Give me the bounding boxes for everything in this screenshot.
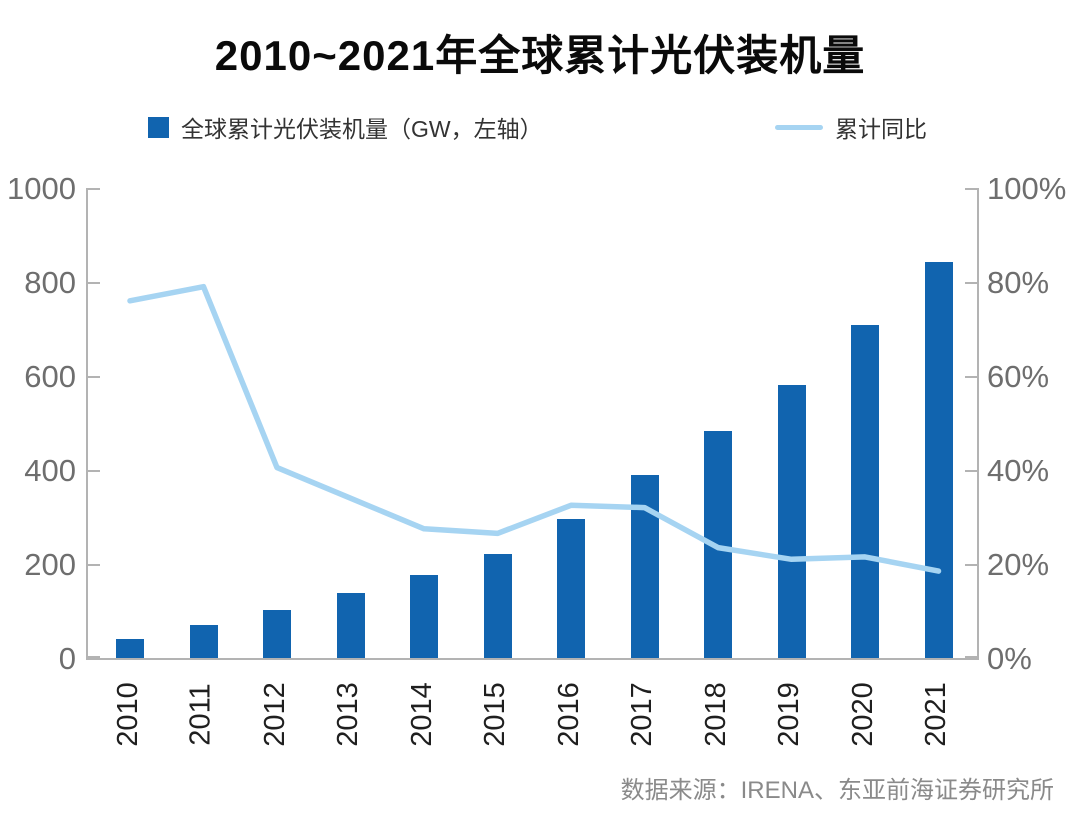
tick-left-mark: [88, 564, 100, 566]
x-tick-label-2016: 2016: [552, 664, 586, 764]
y-left-tick-label: 200: [24, 547, 76, 582]
x-tick-label-2012: 2012: [258, 664, 292, 764]
x-tick-label-text: 2020: [846, 681, 879, 747]
line-swatch-icon: [775, 124, 823, 130]
y-right-tick-label: 80%: [987, 265, 1050, 300]
x-tick-label-text: 2014: [405, 681, 438, 747]
tick-left-mark: [88, 470, 100, 472]
bar-2020: [851, 325, 879, 658]
bar-swatch-icon: [148, 116, 169, 138]
tick-right-mark: [965, 470, 977, 472]
y-left-tick-label: 1000: [7, 171, 76, 206]
y-left-tick-label: 600: [24, 359, 76, 394]
y-right-tick-label: 20%: [987, 547, 1050, 582]
tick-right-mark: [965, 564, 977, 566]
x-tick-label-2010: 2010: [111, 664, 145, 764]
plot-area: [86, 188, 979, 660]
legend-item-installed: 全球累计光伏装机量（GW，左轴）: [148, 110, 543, 144]
y-axis-right-labels: 100% 80% 60% 40% 20% 0%: [987, 173, 1079, 688]
legend-yoy-label: 累计同比: [835, 116, 927, 142]
x-tick-label-text: 2012: [258, 681, 291, 747]
x-tick-label-2020: 2020: [846, 664, 880, 764]
yoy-line-layer: [127, 283, 942, 574]
bar-2013: [336, 593, 365, 658]
x-tick-label-2013: 2013: [332, 664, 366, 764]
x-tick-label-text: 2016: [552, 681, 585, 747]
x-tick-label-text: 2018: [699, 681, 732, 747]
x-tick-label-text: 2013: [332, 681, 365, 747]
tick-left-mark: [88, 656, 100, 658]
data-source-note: 数据来源：IRENA、东亚前海证券研究所: [620, 777, 1054, 804]
legend-installed-label: 全球累计光伏装机量（GW，左轴）: [181, 116, 543, 142]
tick-left-mark: [88, 376, 100, 378]
tick-right-mark: [965, 188, 977, 190]
x-tick-label-text: 2017: [626, 681, 659, 747]
x-tick-label-2019: 2019: [773, 664, 807, 764]
y-axis-left-labels: 1000 800 600 400 200 0: [0, 173, 76, 688]
y-left-tick-label: 800: [24, 265, 76, 300]
bar-2019: [777, 385, 806, 658]
bar-2010: [116, 639, 144, 658]
x-tick-label-text: 2011: [185, 682, 217, 746]
y-right-tick-label: 60%: [987, 359, 1050, 394]
bar-2021: [924, 262, 953, 658]
x-tick-label-2011: 2011: [185, 664, 219, 764]
x-tick-label-2018: 2018: [699, 664, 733, 764]
x-tick-label-text: 2019: [773, 681, 806, 747]
bar-2014: [410, 575, 438, 658]
x-axis-labels: 2010 2011 2012 2013 2014 2015 2016 2017 2018 2019…: [86, 664, 975, 768]
bar-2016: [557, 519, 585, 658]
x-tick-label-2017: 2017: [626, 664, 660, 764]
x-tick-label-text: 2015: [479, 681, 512, 747]
bar-2012: [263, 610, 291, 658]
bar-2011: [189, 625, 218, 658]
tick-right-mark: [965, 376, 977, 378]
tick-left-mark: [88, 188, 100, 190]
legend-item-yoy: 累计同比: [775, 110, 927, 144]
y-right-tick-label: 0%: [987, 641, 1032, 676]
y-right-tick-label: 40%: [987, 453, 1050, 488]
x-tick-label-text: 2021: [920, 681, 953, 747]
y-left-tick-label: 400: [24, 453, 76, 488]
x-tick-label-2021: 2021: [920, 664, 954, 764]
bar-2015: [483, 554, 512, 658]
x-tick-label-2014: 2014: [405, 664, 439, 764]
x-tick-label-text: 2010: [111, 681, 144, 747]
x-tick-label-2015: 2015: [479, 664, 513, 764]
tick-left-mark: [88, 282, 100, 284]
y-right-tick-label: 100%: [987, 171, 1067, 206]
page-title: 2010~2021年全球累计光伏装机量: [214, 32, 866, 79]
y-left-tick-label: 0: [58, 641, 76, 676]
tick-right-mark: [965, 282, 977, 284]
tick-right-mark: [965, 656, 977, 658]
yoy-line: [127, 283, 942, 574]
